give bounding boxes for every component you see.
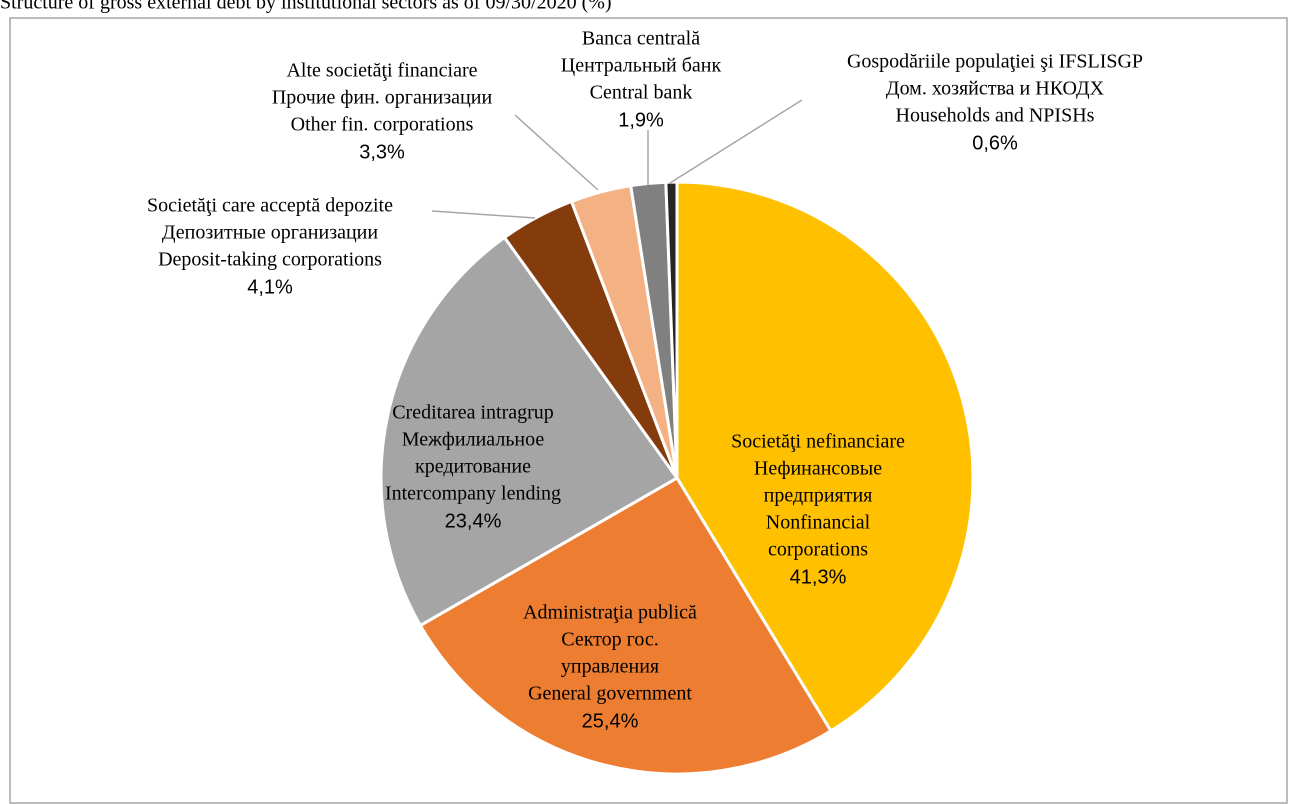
slice-label: предприятия xyxy=(764,485,873,507)
slice-label: Societăţi nefinanciare xyxy=(731,431,905,453)
slice-label: corporations xyxy=(768,539,868,561)
value-label: 41,3% xyxy=(790,566,847,588)
slice-label: Межфилиальное xyxy=(402,429,545,451)
leader-line xyxy=(514,114,599,191)
slice-label: Прочие фин. организации xyxy=(272,87,493,109)
slice-label: Other fin. corporations xyxy=(291,114,474,136)
pie-slice xyxy=(675,180,975,733)
leader-line xyxy=(669,99,803,184)
slice-label: Administraţia publică xyxy=(523,602,697,624)
slice-label: Центральный банк xyxy=(561,55,722,77)
slice-label: Intercompany lending xyxy=(385,483,561,505)
slice-label: управления xyxy=(561,656,659,678)
slice-label: Нефинансовые xyxy=(754,458,882,480)
slice-label: Депозитные организации xyxy=(162,222,378,244)
slice-label: Сектор гос. xyxy=(561,629,658,651)
value-label: 1,9% xyxy=(618,109,664,131)
chart-title: Structure of gross external debt by inst… xyxy=(0,0,612,14)
slice-label: Alte societăţi financiare xyxy=(286,60,477,82)
slice-label: Households and NPISHs xyxy=(896,105,1095,127)
value-label: 4,1% xyxy=(247,276,293,298)
value-label: 23,4% xyxy=(445,510,502,532)
value-label: 25,4% xyxy=(582,710,639,732)
pie-slice xyxy=(379,235,680,628)
slice-label: Banca centrală xyxy=(582,28,700,50)
value-label: 0,6% xyxy=(972,132,1018,154)
slice-label: Дом. хозяйства и НКОДХ xyxy=(886,78,1105,100)
pie xyxy=(379,180,975,776)
slice-label: Central bank xyxy=(590,82,693,104)
slice-label: Gospodăriile populaţiei şi IFSLISGP xyxy=(847,51,1143,73)
slice-label: Societăţi care acceptă depozite xyxy=(147,195,393,217)
leader-line xyxy=(431,210,536,219)
slice-label: кредитование xyxy=(415,456,531,478)
value-label: 3,3% xyxy=(359,141,405,163)
chart-border xyxy=(9,17,1288,804)
slice-label: Creditarea intragrup xyxy=(392,402,554,424)
slice-label: Nonfinancial xyxy=(766,512,871,534)
slice-label: General government xyxy=(528,683,692,705)
pie-slice xyxy=(418,475,833,776)
slice-label: Deposit-taking corporations xyxy=(158,249,382,271)
